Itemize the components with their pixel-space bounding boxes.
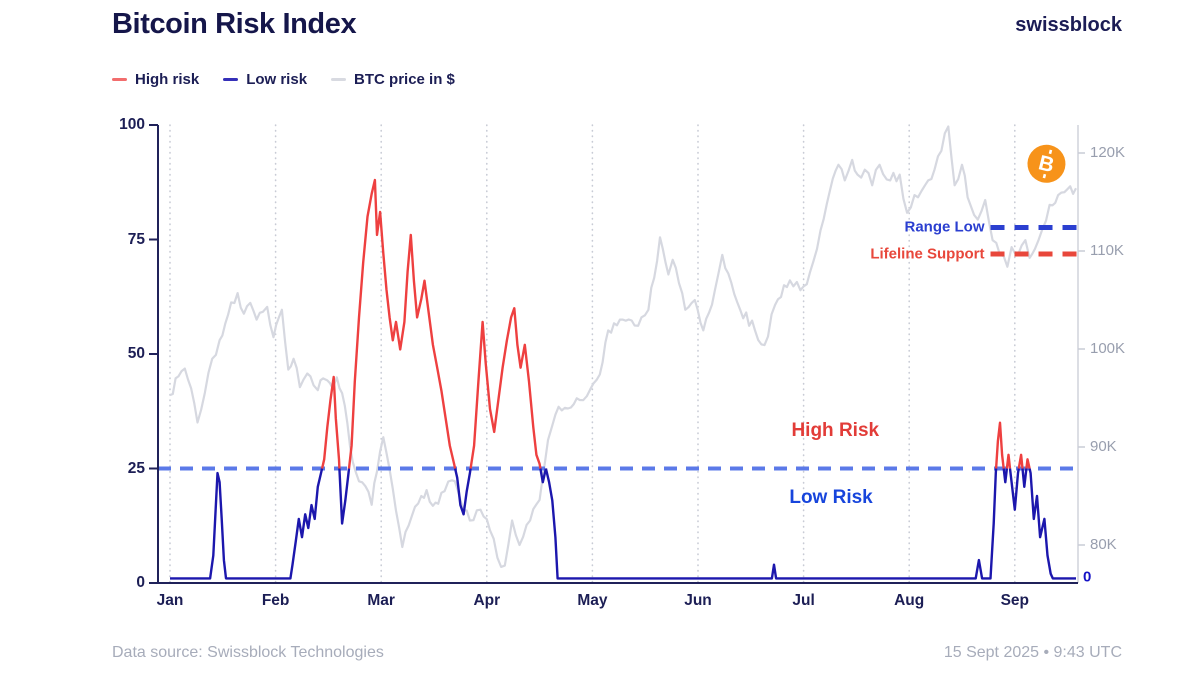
low-risk-line-segment — [170, 468, 324, 580]
legend-item-high-risk: High risk — [112, 71, 199, 88]
low-risk-line-segment — [1021, 468, 1028, 488]
low-risk-line-segment — [544, 468, 998, 580]
data-source-caption: Data source: Swissblock Technologies — [112, 644, 384, 661]
legend-item-btc-price-in-: BTC price in $ — [331, 71, 455, 88]
legend-label: BTC price in $ — [354, 71, 455, 88]
legend-dash-icon — [223, 77, 239, 82]
low-risk-line-segment — [1008, 468, 1020, 511]
legend-dash-icon — [331, 77, 347, 82]
legend-label: Low risk — [246, 71, 308, 88]
svg-text:B: B — [1036, 151, 1056, 177]
legend-item-low-risk: Low risk — [223, 71, 307, 88]
high-risk-line-segment — [1025, 458, 1031, 469]
high-risk-line-segment — [994, 421, 1005, 469]
brand-logo: swissblock — [1015, 14, 1122, 36]
low-risk-line-segment — [453, 468, 472, 516]
chart-legend: High risk Low risk BTC price in $ — [112, 71, 455, 88]
high-risk-line-segment — [1005, 453, 1012, 469]
legend-label: High risk — [135, 71, 200, 88]
high-risk-line-segment — [320, 375, 341, 469]
high-risk-line-segment — [469, 307, 542, 469]
high-risk-line-segment — [1017, 453, 1024, 469]
low-risk-line-segment — [539, 468, 548, 484]
low-risk-line-segment — [1028, 468, 1076, 580]
timestamp-caption: 15 Sept 2025 • 9:43 UTC — [943, 644, 1122, 661]
btc-price-line — [169, 125, 1077, 568]
low-risk-line-segment — [338, 468, 351, 525]
page-title: Bitcoin Risk Index — [112, 8, 357, 40]
low-risk-line-segment — [1002, 468, 1009, 484]
legend-dash-icon — [112, 77, 127, 82]
high-risk-line-segment — [347, 178, 457, 469]
bitcoin-icon: B — [1027, 144, 1066, 183]
